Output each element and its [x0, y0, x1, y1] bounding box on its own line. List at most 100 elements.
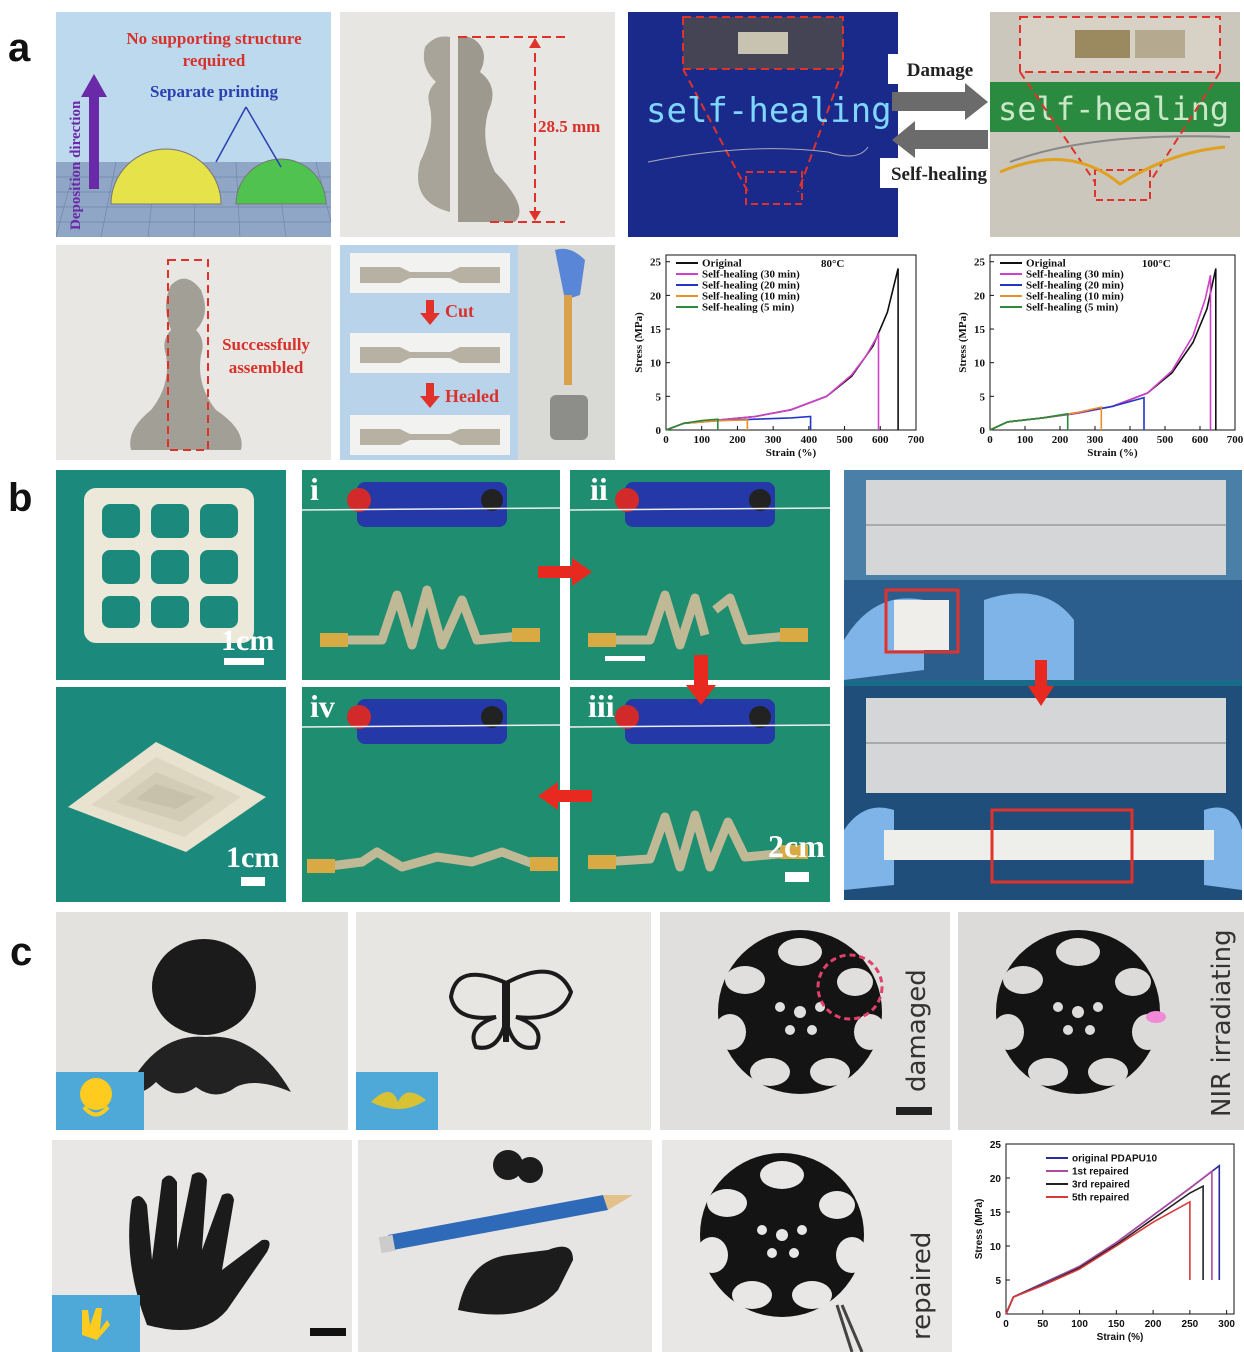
x-tick-label: 100 [1017, 434, 1034, 446]
height-label: 28.5 mm [538, 117, 600, 136]
scale-label-pyramid: 1cm [226, 841, 279, 874]
printed-halves-photo: 28.5 mm [340, 12, 615, 237]
deposition-direction-label: Deposition direction [68, 100, 84, 230]
damaged-label: damaged [902, 969, 932, 1092]
step-ii-label: ii [590, 471, 608, 507]
circuit-step-ii: ii [570, 470, 830, 680]
led-text-damaged: self-healing [998, 90, 1229, 128]
y-tick-label: 20 [990, 1174, 1002, 1185]
butterfly-photo [356, 912, 651, 1130]
deposition-schematic: No supporting structure required Separat… [56, 12, 331, 237]
hand-pencil-photo [358, 1140, 652, 1352]
y-axis-label: Stress (MPa) [633, 312, 645, 373]
plot-frame [989, 254, 1236, 431]
series-line-4 [989, 412, 1069, 431]
x-tick-label: 250 [1182, 1319, 1199, 1330]
x-tick-label: 500 [836, 434, 853, 446]
chart-100c: 0 100 200 300 400 500 600 700 0 5 10 15 20 25 Strain (… [944, 245, 1244, 463]
x-tick-label: 500 [1157, 434, 1174, 446]
y-tick-label: 15 [650, 324, 662, 336]
x-tick-label: 700 [1227, 434, 1244, 446]
assembled-pawn-photo: Successfully assembled [56, 245, 331, 460]
x-axis-label: Strain (%) [766, 447, 817, 459]
chart-80c: 0 100 200 300 400 500 600 700 0 5 10 15 20 25 Strain (… [626, 245, 926, 463]
damaged-circuit-photo: self-healing [990, 12, 1240, 237]
arrow-i-to-ii [538, 558, 592, 586]
x-tick-label: 50 [1037, 1319, 1049, 1330]
legend-entry-3: Self-healing (10 min) [1026, 291, 1124, 303]
series-line-3 [989, 406, 1103, 431]
x-tick-label: 0 [1003, 1319, 1009, 1330]
legend-entry-1: Self-healing (30 min) [702, 269, 800, 281]
x-tick-label: 150 [1108, 1319, 1125, 1330]
x-tick-label: 200 [1145, 1319, 1162, 1330]
step-i-label: i [310, 471, 319, 507]
damage-heal-arrows: Damage Self-healing [880, 50, 1000, 200]
legend-entry-2: Self-healing (20 min) [702, 280, 800, 292]
self-healing-label: Self-healing [891, 164, 988, 185]
printed-grid-photo: 1cm [56, 470, 286, 680]
damaged-web-photo: damaged [660, 912, 950, 1130]
x-tick-label: 300 [1218, 1319, 1235, 1330]
x-tick-label: 100 [693, 434, 710, 446]
arrow-ii-to-iii [686, 655, 716, 705]
panel-label-b: b [8, 476, 33, 520]
plot-frame [665, 254, 917, 431]
stretch-ruler-photo [844, 470, 1242, 900]
legend-entry-0: Original [702, 258, 742, 270]
x-tick-label: 400 [801, 434, 818, 446]
y-tick-label: 5 [980, 391, 986, 403]
x-tick-label: 400 [1122, 434, 1139, 446]
y-tick-label: 25 [974, 257, 986, 269]
repaired-web-photo: repaired [662, 1140, 952, 1352]
x-tick-label: 100 [1071, 1319, 1088, 1330]
legend-entry-3: 5th repaired [1072, 1193, 1129, 1204]
nir-web-photo: NIR irradiating [958, 912, 1244, 1130]
no-support-label-l2: required [183, 51, 246, 70]
led-text: self-healing [646, 91, 892, 131]
separate-printing-label: Separate printing [150, 82, 278, 101]
legend-entry-0: Original [1026, 258, 1066, 270]
chart-title: 80°C [821, 258, 844, 270]
circuit-step-i: i [302, 470, 560, 680]
x-tick-label: 0 [987, 434, 993, 446]
scale-label-grid: 1cm [221, 624, 274, 657]
x-tick-label: 300 [1087, 434, 1104, 446]
x-axis-label: Strain (%) [1087, 447, 1138, 459]
y-tick-label: 20 [650, 290, 662, 302]
y-axis-label: Stress (MPa) [957, 312, 969, 373]
y-tick-label: 25 [990, 1140, 1002, 1151]
y-tick-label: 15 [974, 324, 986, 336]
assembled-label-l1: Successfully [222, 335, 310, 354]
x-tick-label: 700 [908, 434, 925, 446]
legend-entry-4: Self-healing (5 min) [1026, 302, 1119, 314]
legend-entry-0: original PDAPU10 [1072, 1154, 1157, 1165]
series-line-3 [1005, 1200, 1191, 1315]
y-tick-label: 10 [974, 358, 986, 370]
nir-irradiating-label: NIR irradiating [1207, 929, 1237, 1117]
y-tick-label: 20 [974, 290, 986, 302]
legend-entry-1: 1st repaired [1072, 1167, 1129, 1178]
y-axis-label: Stress (MPa) [974, 1199, 985, 1260]
circuit-step-iv: iv [302, 687, 560, 902]
damage-label: Damage [907, 60, 973, 81]
x-tick-label: 600 [1192, 434, 1209, 446]
cut-heal-photo: Cut Healed [340, 245, 615, 460]
repaired-label: repaired [907, 1232, 937, 1340]
cut-label: Cut [445, 301, 474, 321]
led-circuit-photo: self-healing [628, 12, 898, 237]
y-tick-label: 0 [995, 1310, 1001, 1321]
step-iii-label: iii [588, 688, 615, 724]
hand-photo [52, 1140, 352, 1352]
x-tick-label: 200 [1052, 434, 1069, 446]
y-tick-label: 0 [656, 425, 662, 437]
x-tick-label: 0 [663, 434, 669, 446]
y-tick-label: 10 [650, 358, 662, 370]
y-tick-label: 0 [980, 425, 986, 437]
step-iv-label: iv [310, 688, 335, 724]
panel-label-c: c [10, 930, 33, 974]
y-tick-label: 15 [990, 1208, 1002, 1219]
circuit-step-iii: 2cm iii [570, 687, 830, 902]
chart-title: 100°C [1142, 258, 1171, 270]
legend-entry-2: 3rd repaired [1072, 1180, 1130, 1191]
